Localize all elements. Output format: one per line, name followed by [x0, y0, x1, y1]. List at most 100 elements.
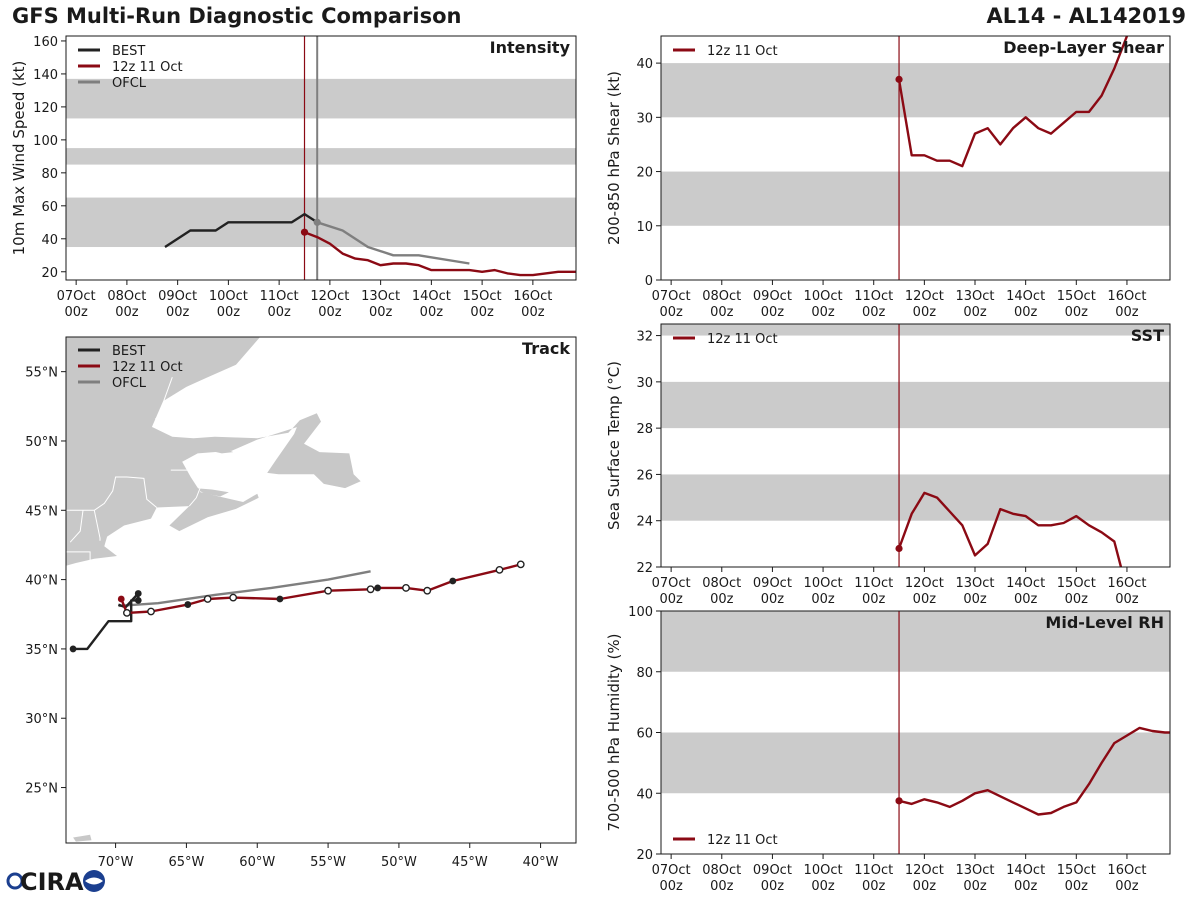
rh-xtick-label-hour: 00z	[761, 879, 785, 894]
shear-ytick-label: 10	[636, 220, 653, 235]
rh-series-gfs-line	[898, 726, 1170, 816]
sst-xtick-label-date: 16Oct	[1107, 576, 1146, 591]
intensity-ytick-label: 20	[41, 266, 58, 281]
cira-logo: CIRA	[6, 866, 106, 896]
sst-xtick-label-hour: 00z	[1115, 592, 1139, 607]
admin-border	[151, 377, 173, 428]
rh-ylabel: 700-500 hPa Humidity (%)	[605, 633, 623, 831]
intensity-ytick-label: 80	[41, 167, 58, 182]
track-gfs-point	[449, 577, 457, 585]
storm-id: AL14 - AL142019	[986, 4, 1187, 28]
shear-ytick-label: 40	[636, 57, 653, 72]
sst-xtick-label-hour: 00z	[1065, 592, 1089, 607]
intensity-xtick-label-hour: 00z	[318, 305, 342, 320]
rh-xtick-label-hour: 00z	[710, 879, 734, 894]
rh-xtick-label-date: 15Oct	[1057, 863, 1096, 878]
track-gfs-point	[117, 595, 125, 603]
logo-text: CIRA	[20, 868, 84, 896]
track-legend-best-label: BEST	[112, 344, 145, 359]
track-map-area	[66, 337, 525, 842]
rh-panel: 2040608010007Oct00z08Oct00z09Oct00z10Oct…	[605, 605, 1171, 894]
shear-ytick-label: 30	[636, 111, 653, 126]
intensity-xtick-label-hour: 00z	[166, 305, 190, 320]
intensity-ytick-label: 120	[33, 101, 58, 116]
logo-swirl-icon	[85, 877, 103, 885]
sst-frame	[660, 323, 1171, 568]
intensity-xtick-label-date: 10Oct	[209, 289, 248, 304]
sst-xtick-label-date: 10Oct	[804, 576, 843, 591]
shear-xtick-label-date: 08Oct	[702, 289, 741, 304]
shear-xtick-label-hour: 00z	[710, 305, 734, 320]
track-best-point	[69, 645, 77, 653]
rh-xtick-label-date: 11Oct	[854, 863, 893, 878]
shear-xtick-label-hour: 00z	[913, 305, 937, 320]
shear-panel: 01020304007Oct00z08Oct00z09Oct00z10Oct00…	[605, 35, 1171, 320]
intensity-ylabel: 10m Max Wind Speed (kt)	[10, 61, 28, 256]
track-best-point	[134, 590, 142, 597]
shear-title: Deep-Layer Shear	[1003, 38, 1164, 57]
track-legend-gfs-label: 12z 11 Oct	[112, 360, 183, 375]
intensity-band	[66, 148, 576, 165]
intensity-xtick-label-date: 13Oct	[361, 289, 400, 304]
intensity-ytick-label: 40	[41, 233, 58, 248]
rh-xtick-label-date: 09Oct	[753, 863, 792, 878]
shear-xtick-label-date: 14Oct	[1006, 289, 1045, 304]
intensity-xtick-label-hour: 00z	[267, 305, 291, 320]
shear-ytick-label: 0	[645, 274, 653, 289]
intensity-xtick-label-date: 14Oct	[412, 289, 451, 304]
rh-xtick-label-date: 16Oct	[1107, 863, 1146, 878]
track-ytick-label: 25°N	[25, 782, 58, 797]
intensity-series	[164, 212, 576, 277]
rh-series	[895, 726, 1170, 816]
shear-legend-gfs-label: 12z 11 Oct	[707, 44, 778, 59]
rh-xtick-label-hour: 00z	[811, 879, 835, 894]
intensity-xtick-label-hour: 00z	[470, 305, 494, 320]
shear-xtick-label-date: 11Oct	[854, 289, 893, 304]
rh-xtick-label-hour: 00z	[1014, 879, 1038, 894]
page-title: GFS Multi-Run Diagnostic Comparison	[12, 4, 462, 28]
track-legend-ofcl-label: OFCL	[112, 376, 147, 391]
intensity-series-gfs-line	[304, 231, 576, 277]
shear-xtick-label-hour: 00z	[1115, 305, 1139, 320]
rh-ytick-label: 100	[628, 605, 653, 620]
rh-xtick-label-hour: 00z	[862, 879, 886, 894]
track-gfs-point	[366, 585, 375, 594]
track-gfs-point	[495, 565, 504, 574]
sst-xtick-label-date: 14Oct	[1006, 576, 1045, 591]
intensity-ytick-label: 100	[33, 134, 58, 149]
sst-ytick-label: 28	[636, 422, 653, 437]
rh-ytick-label: 40	[636, 787, 653, 802]
shear-series-gfs-init-point	[895, 75, 903, 83]
track-gfs-point	[147, 607, 155, 616]
track-xtick-label: 60°W	[239, 855, 275, 870]
shear-xtick-label-hour: 00z	[1014, 305, 1038, 320]
shear-xtick-label-hour: 00z	[862, 305, 886, 320]
shear-xtick-label-date: 15Oct	[1057, 289, 1096, 304]
rh-legend-gfs-label: 12z 11 Oct	[707, 833, 778, 848]
land-pei	[194, 488, 229, 497]
intensity-title: Intensity	[490, 38, 571, 57]
track-gfs-point	[374, 584, 382, 592]
sst-band	[661, 324, 1170, 336]
rh-ytick-label: 20	[636, 848, 653, 863]
sst-xtick-label-hour: 00z	[913, 592, 937, 607]
intensity-xtick-label-date: 16Oct	[513, 289, 552, 304]
shear-band	[661, 171, 1170, 226]
admin-border	[69, 510, 84, 543]
sst-xtick-label-hour: 00z	[963, 592, 987, 607]
track-gfs-point	[324, 586, 332, 595]
intensity-xtick-label-hour: 00z	[420, 305, 444, 320]
sst-band	[661, 474, 1170, 521]
shear-xtick-label-date: 13Oct	[955, 289, 994, 304]
rh-xtick-label-hour: 00z	[1065, 879, 1089, 894]
rh-band	[661, 611, 1170, 672]
admin-border	[66, 476, 158, 511]
intensity-xtick-label-hour: 00z	[369, 305, 393, 320]
track-gfs-point	[123, 608, 131, 617]
intensity-legend-best-label: BEST	[112, 44, 145, 59]
shear-series-gfs-line	[897, 36, 1129, 168]
sst-series-gfs-line	[897, 491, 1123, 567]
admin-border	[155, 413, 299, 420]
sst-band	[661, 381, 1170, 429]
